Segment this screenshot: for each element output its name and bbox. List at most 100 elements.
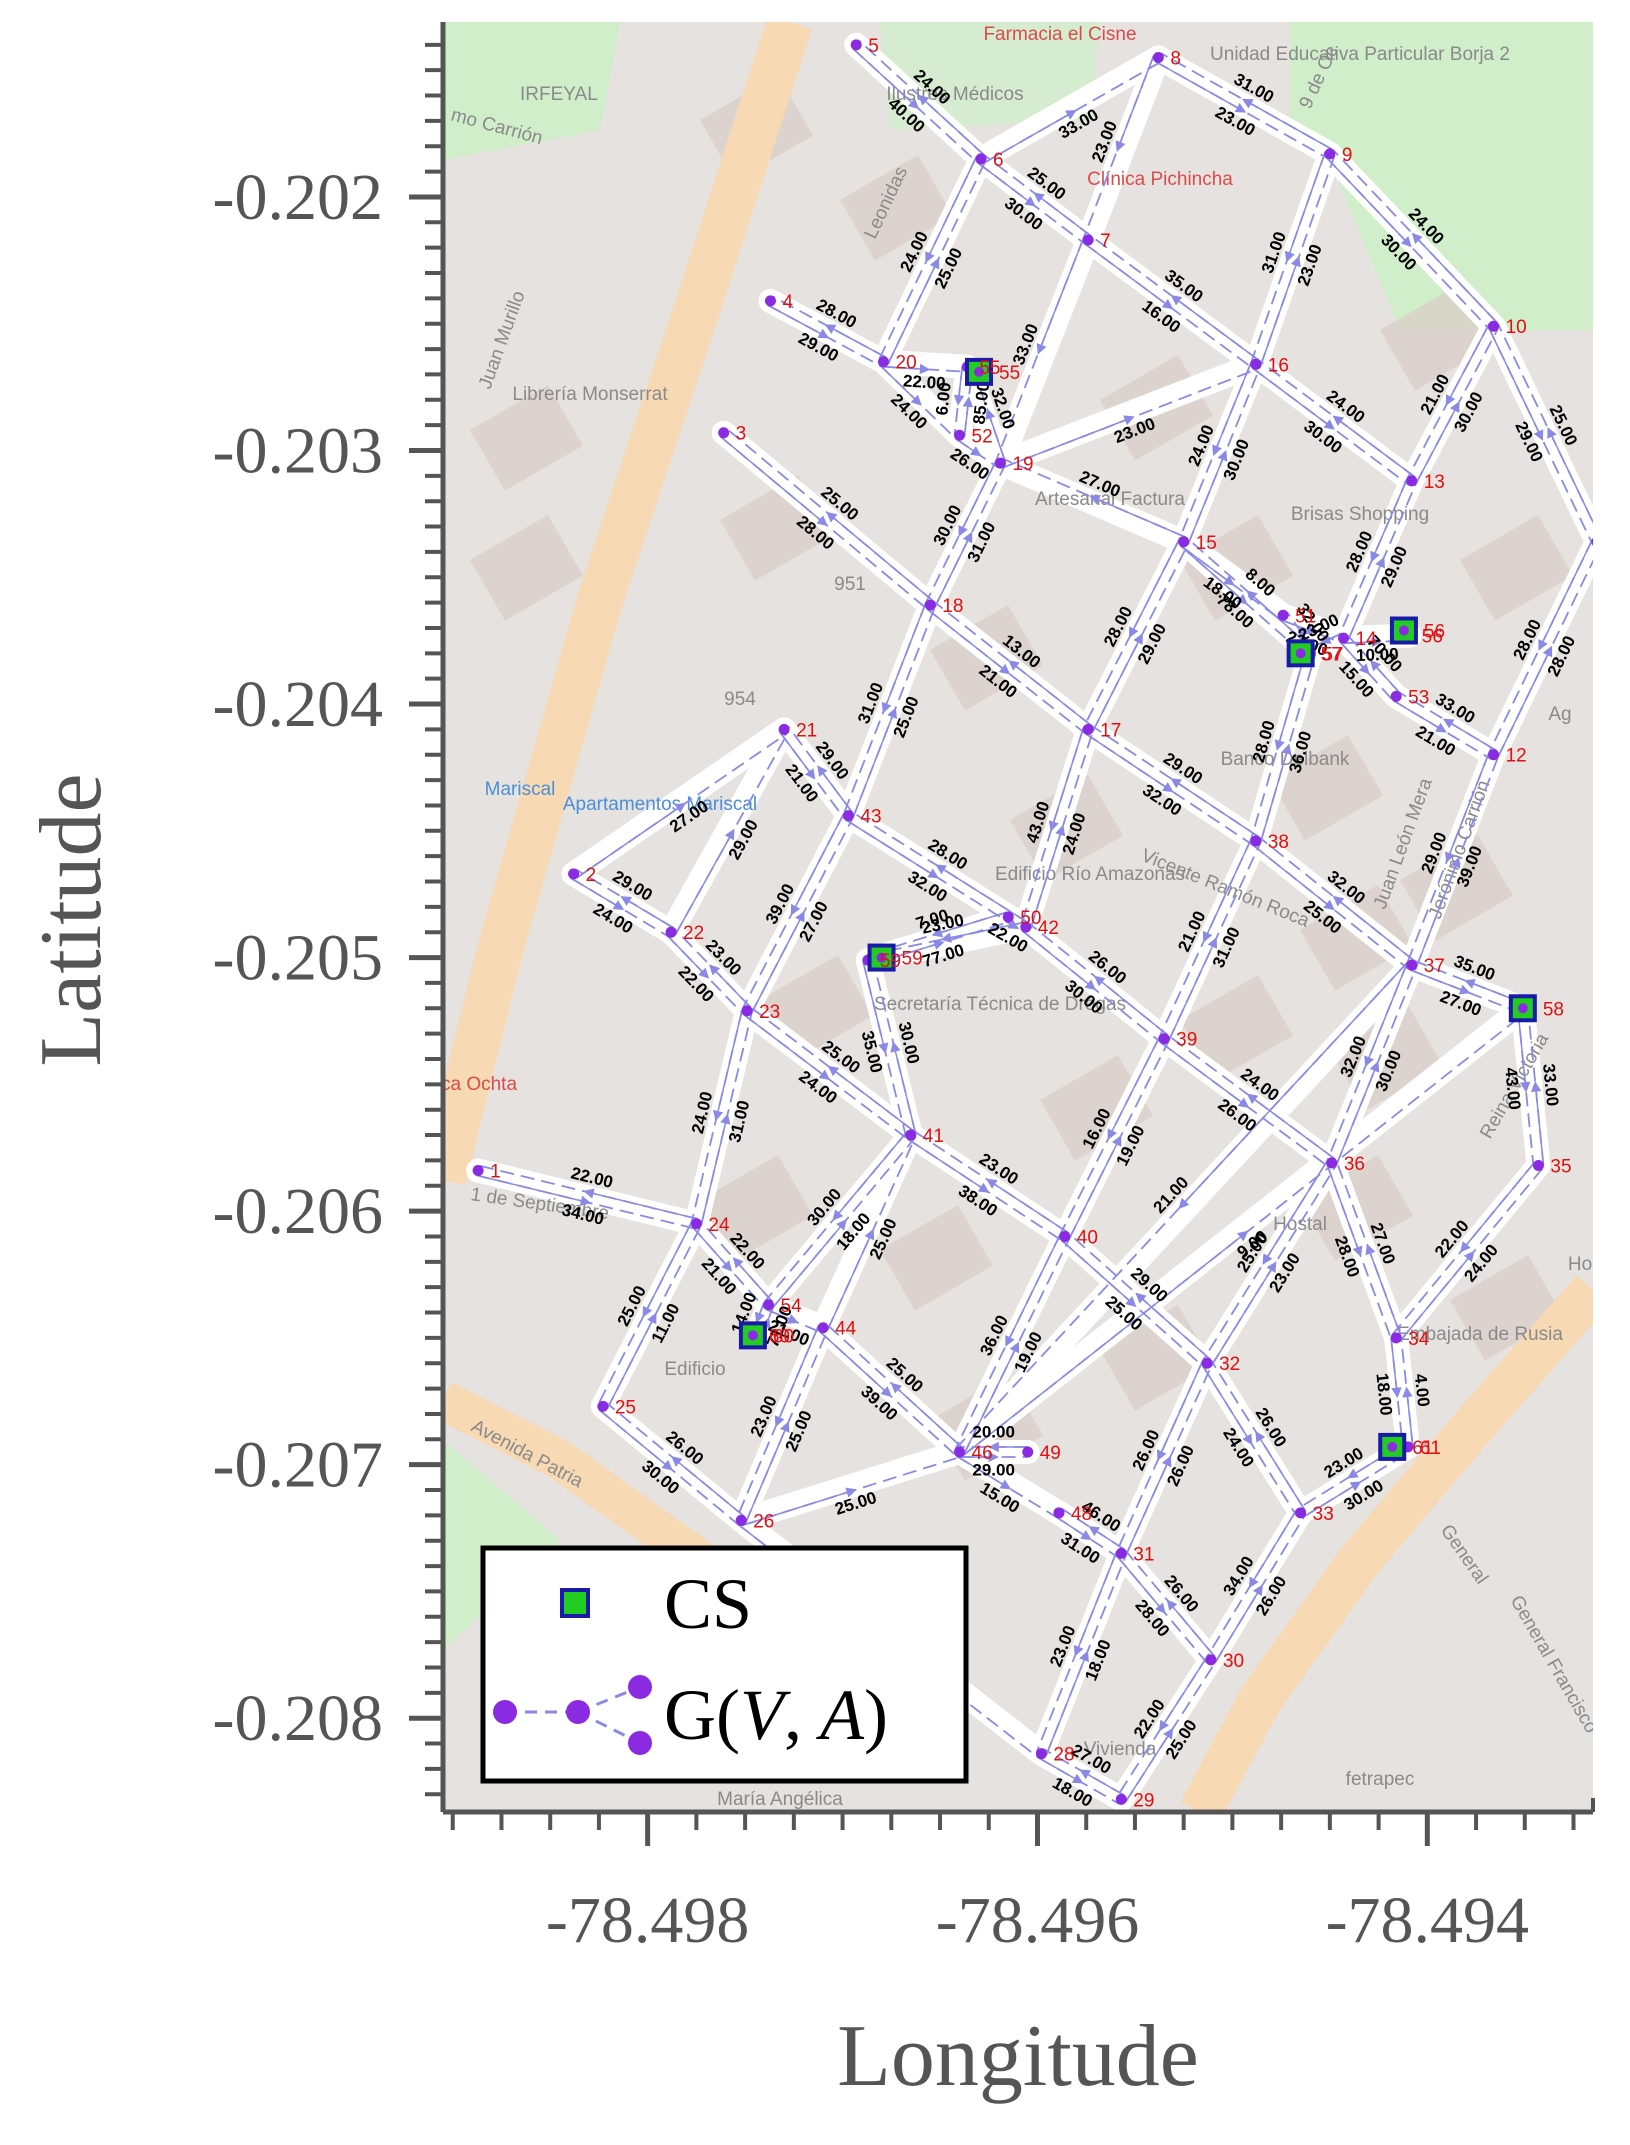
graph-node: [850, 39, 862, 51]
graph-node: [1158, 1033, 1170, 1045]
edge-direction-arrow: [1005, 1233, 1061, 1347]
edge-weight-label: 10.00: [1356, 644, 1399, 665]
node-id-label: 53: [1408, 687, 1429, 708]
edge-direction-arrow: [1068, 1135, 1122, 1240]
street: [684, 1211, 781, 1317]
node-id-label: 56: [1424, 621, 1445, 642]
node-id-label: 44: [835, 1319, 857, 1340]
graph-node: [1059, 1230, 1071, 1242]
edge-direction-arrow: [852, 47, 920, 110]
edge-direction-arrow: [1079, 1769, 1125, 1796]
x-tick-label: -78.498: [546, 1884, 749, 1957]
edge-direction-arrow: [907, 1138, 990, 1193]
node-id-label: 54: [781, 1296, 803, 1317]
node-id-label: 5: [868, 36, 879, 57]
node-id-label: 10: [1506, 317, 1527, 338]
graph-node: [1488, 320, 1500, 332]
node-id-label: 26: [753, 1511, 774, 1532]
building: [1449, 1255, 1563, 1361]
node-id-label: 52: [972, 426, 993, 447]
graph-node: [1591, 537, 1593, 546]
edge-direction-arrow: [1332, 415, 1416, 478]
y-axis-ticks: -0.202 -0.203 -0.204 -0.205 -0.206 -0.207 -0.2…: [213, 42, 443, 1797]
node-id-label: 61: [1420, 1438, 1441, 1459]
graph-edge: [575, 868, 675, 929]
graph-node: [1406, 959, 1418, 971]
graph-edge: [963, 1238, 1071, 1455]
edge-direction-arrow: [1084, 243, 1174, 310]
poi-label: Ho: [1568, 1254, 1592, 1275]
node-id-label: 11: [1609, 533, 1629, 554]
building: [469, 514, 583, 621]
building: [1040, 1055, 1153, 1161]
edge-direction-arrow: [1248, 1509, 1297, 1589]
edge-direction-arrow: [692, 1226, 733, 1272]
street: [988, 352, 1268, 476]
edge-direction-arrow: [956, 438, 982, 457]
graph-node: [1035, 1748, 1047, 1760]
edge-direction-arrow: [774, 1325, 820, 1427]
poi-label: Vivienda: [1084, 1739, 1157, 1760]
edge-direction-arrow: [1091, 633, 1143, 732]
edge-direction-arrow: [1168, 937, 1218, 1042]
edge-direction-arrow: [1399, 1250, 1475, 1342]
edge-weight-label: 6.00: [932, 381, 955, 416]
edge-weight-label: 4.00: [1411, 1373, 1433, 1408]
edge-direction-arrow: [983, 109, 1077, 164]
poi-label: Brisas Shopping: [1291, 504, 1429, 525]
node-id-label: 16: [1268, 355, 1289, 376]
node-id-label: 59: [902, 949, 923, 970]
node-id-label: 48: [1071, 1504, 1092, 1525]
edge-direction-arrow: [779, 731, 816, 780]
graph-node: [1020, 921, 1032, 933]
edge-direction-arrow: [1116, 1556, 1166, 1614]
graph-edge: [954, 1233, 1062, 1451]
y-axis-title: Latitude: [23, 773, 120, 1066]
edge-direction-arrow: [620, 896, 675, 929]
edge-direction-arrow: [1259, 255, 1301, 367]
edge-direction-arrow: [1107, 1036, 1161, 1141]
edge-direction-arrow: [879, 364, 922, 406]
edge-weight-label: 43.00: [1501, 1067, 1524, 1111]
node-id-label: 1: [490, 1162, 501, 1183]
edge-direction-arrow: [750, 910, 805, 1014]
poi-label: Embajada de Rusia: [1397, 1324, 1563, 1345]
street-label: IRFEYAL: [520, 84, 598, 105]
legend-graph-icon: [493, 1675, 652, 1755]
edge-direction-arrow: [956, 1455, 1012, 1490]
street: [1510, 996, 1551, 1178]
edge-direction-arrow: [1029, 824, 1066, 929]
edge-direction-arrow: [963, 1341, 1020, 1455]
edge-direction-arrow: [926, 608, 1011, 675]
graph-edge: [570, 877, 669, 938]
avenue-road: [1180, 1275, 1593, 1812]
graph-node: [1406, 475, 1418, 487]
edge-direction-arrow: [719, 435, 828, 527]
edge-direction-arrow: [1179, 544, 1248, 605]
edge-direction-arrow: [1320, 632, 1342, 644]
node-id-label: 49: [1040, 1443, 1061, 1464]
graph-node: [878, 356, 890, 368]
edge-direction-arrow: [1347, 556, 1385, 641]
edge-direction-arrow: [1393, 700, 1447, 733]
graph-node: [1295, 1507, 1307, 1519]
street: [561, 717, 797, 886]
edge-direction-arrow: [826, 1228, 875, 1331]
edge-direction-arrow: [712, 1009, 743, 1122]
node-id-label: 37: [1424, 956, 1445, 977]
x-axis-ticks: -78.498 -78.496 -78.494: [450, 1812, 1576, 1957]
node-id-label: 60: [773, 1326, 794, 1347]
edge-direction-arrow: [1284, 151, 1326, 263]
edge-direction-arrow: [890, 1041, 917, 1135]
graph-node: [975, 153, 987, 165]
building: [700, 1155, 813, 1261]
edge-direction-arrow: [1166, 1599, 1216, 1658]
edge-direction-arrow: [845, 819, 939, 879]
edge-direction-arrow: [1160, 1042, 1250, 1108]
node-id-label: 12: [1506, 746, 1527, 767]
graph-node: [735, 1514, 747, 1526]
edge-direction-arrow: [1073, 1551, 1118, 1657]
edge-direction-arrow: [824, 324, 887, 359]
edge-direction-arrow: [767, 304, 830, 339]
node-id-label: 7: [1100, 231, 1111, 252]
